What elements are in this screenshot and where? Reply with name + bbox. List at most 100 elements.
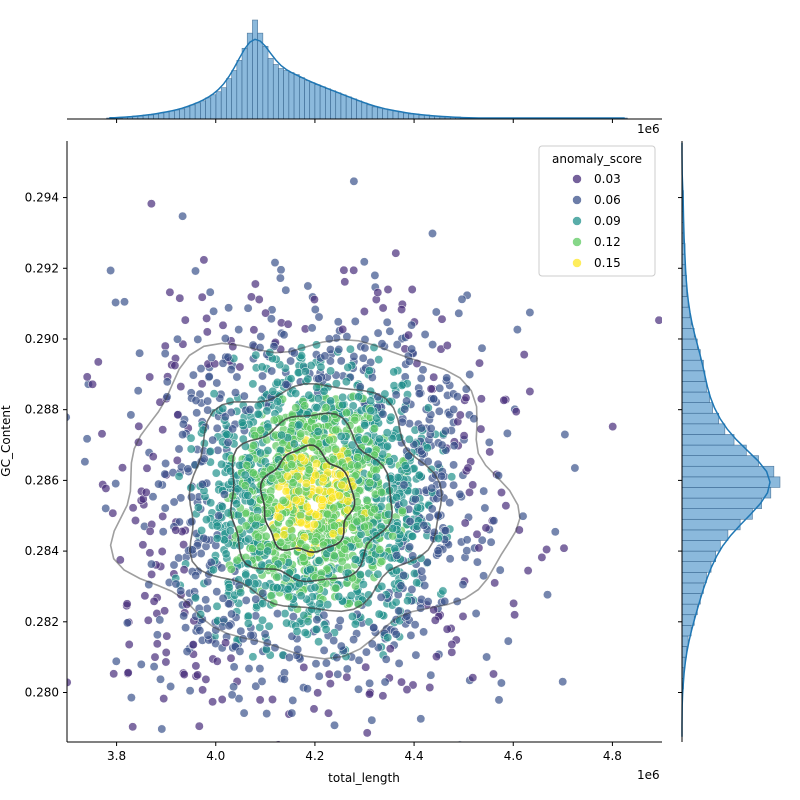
scatter-point — [437, 440, 447, 450]
scatter-point — [291, 388, 301, 398]
scatter-point — [126, 693, 136, 703]
right-hist-bar — [681, 561, 712, 573]
scatter-point — [193, 334, 203, 344]
scatter-point — [206, 557, 216, 567]
scatter-point — [154, 479, 164, 489]
scatter-point — [321, 658, 331, 668]
scatter-point — [422, 557, 432, 567]
scatter-point — [241, 521, 251, 531]
scatter-point — [192, 408, 202, 418]
scatter-point — [337, 480, 347, 490]
scatter-point — [353, 461, 363, 471]
scatter-point — [269, 341, 279, 351]
scatter-point — [417, 566, 427, 576]
scatter-point — [312, 459, 322, 469]
scatter-point — [329, 503, 339, 513]
scatter-point — [206, 498, 216, 508]
scatter-point — [218, 320, 228, 330]
scatter-point — [311, 625, 321, 634]
scatter-point — [296, 452, 306, 462]
scatter-point — [406, 630, 416, 640]
scatter-point — [226, 407, 236, 417]
scatter-point — [237, 418, 247, 427]
scatter-point — [331, 444, 341, 454]
scatter-point — [157, 724, 167, 734]
scatter-point — [317, 495, 327, 505]
scatter-point — [152, 630, 162, 640]
top-hist-bar — [283, 70, 290, 120]
scatter-point — [158, 511, 168, 521]
scatter-point — [423, 457, 433, 466]
scatter-point — [413, 503, 423, 513]
x-tick-label: 4.8 — [603, 749, 622, 763]
scatter-point — [324, 708, 333, 718]
scatter-point — [101, 503, 111, 513]
scatter-point — [256, 425, 266, 435]
legend-label: 0.06 — [594, 193, 621, 207]
scatter-point — [335, 615, 345, 625]
scatter-point — [182, 599, 192, 609]
scatter-point — [207, 353, 217, 362]
scatter-point — [400, 404, 410, 414]
scatter-point — [256, 542, 266, 552]
right-hist-bar — [681, 349, 701, 361]
scatter-point — [196, 364, 206, 374]
scatter-point — [296, 429, 306, 439]
scatter-point — [403, 596, 413, 606]
scatter-point — [251, 350, 261, 360]
y-tick-label: 0.290 — [25, 332, 59, 346]
scatter-point — [348, 401, 358, 411]
scatter-point — [338, 324, 348, 334]
top-hist-bar — [231, 70, 238, 120]
top-marginal-ticks — [116, 119, 613, 123]
scatter-point — [186, 444, 196, 454]
scatter-point — [340, 277, 350, 287]
scatter-point — [477, 535, 487, 545]
right-hist-bar — [681, 497, 762, 509]
scatter-point — [377, 487, 386, 497]
scatter-point — [338, 392, 348, 402]
scatter-point — [231, 388, 240, 398]
right-hist-bar — [681, 603, 698, 616]
scatter-point — [419, 627, 429, 637]
scatter-point — [365, 689, 374, 699]
scatter-point — [319, 386, 329, 396]
scatter-point — [282, 618, 292, 628]
scatter-point — [352, 516, 362, 526]
top-hist-bar — [298, 77, 305, 120]
scatter-point — [111, 656, 121, 666]
legend: anomaly_score 0.03 0.06 0.09 0.12 0.15 — [538, 145, 656, 277]
x-tick-label: 4.0 — [206, 749, 225, 763]
scatter-point — [427, 483, 437, 493]
scatter-point — [376, 592, 386, 602]
scatter-point — [314, 374, 323, 384]
y-tick-label: 0.294 — [25, 191, 59, 205]
scatter-point — [169, 560, 179, 570]
scatter-point — [204, 372, 214, 382]
scatter-point — [334, 491, 344, 501]
scatter-point — [267, 473, 277, 483]
scatter-point — [337, 556, 347, 566]
scatter-point — [142, 463, 152, 473]
scatter-point — [481, 523, 491, 533]
scatter-point — [201, 674, 211, 684]
scatter-point — [449, 460, 459, 470]
right-hist-bar — [681, 593, 701, 605]
scatter-point — [294, 579, 304, 589]
scatter-point — [160, 341, 170, 351]
scatter-point — [404, 434, 414, 444]
scatter-point — [122, 618, 132, 628]
x-tick-label: 4.2 — [305, 749, 324, 763]
scatter-point — [194, 721, 204, 731]
scatter-point — [161, 648, 171, 657]
scatter-point — [330, 720, 339, 730]
scatter-point — [459, 431, 469, 441]
scatter-point — [179, 670, 189, 679]
scatter-point — [193, 502, 203, 512]
scatter-point — [205, 771, 213, 779]
scatter-point — [474, 543, 484, 553]
right-hist-bar — [681, 614, 695, 626]
y-tick-label: 0.288 — [25, 403, 59, 417]
scatter-point — [468, 480, 478, 490]
scatter-point — [320, 351, 330, 361]
